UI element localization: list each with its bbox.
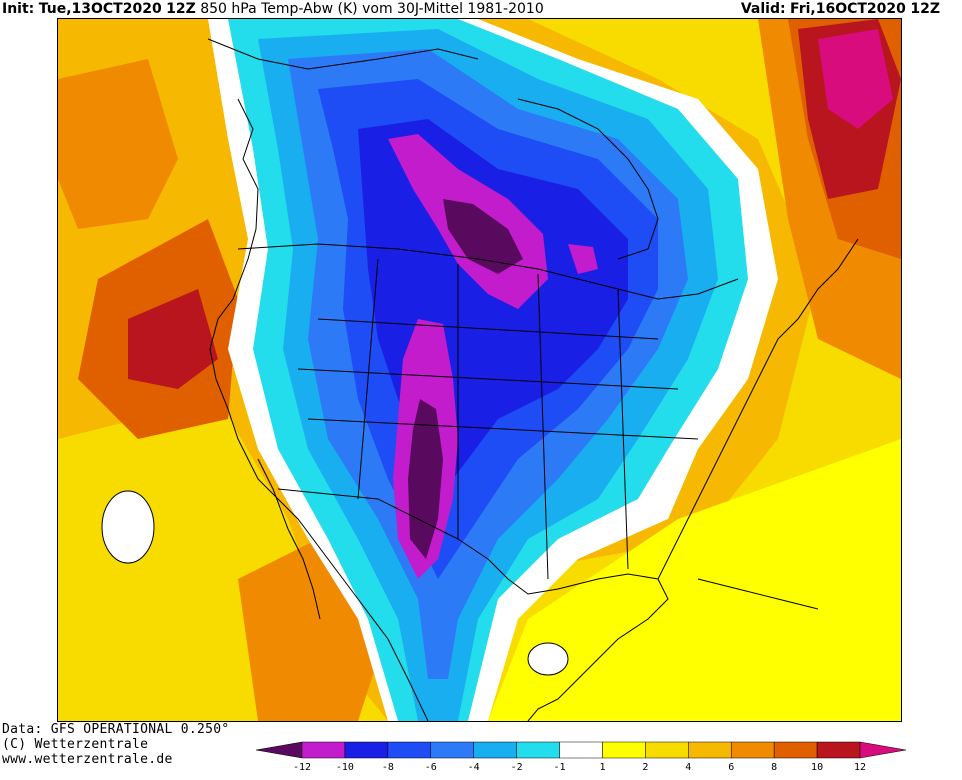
color-legend-svg: -12 -10 -8 -6 -4 -2 -1 1 2 4 6 8 10 12 bbox=[255, 741, 907, 773]
field-neutral-island-1 bbox=[102, 491, 154, 563]
legend-bin bbox=[473, 741, 517, 759]
field-neutral-island-2 bbox=[528, 643, 568, 675]
zero-contour-1 bbox=[101, 490, 155, 564]
legend-bin bbox=[816, 741, 861, 759]
geography-lines bbox=[207, 38, 859, 721]
baja-coastline bbox=[257, 458, 321, 620]
legend-bin bbox=[559, 741, 603, 759]
legend-tick-label: 2 bbox=[642, 762, 648, 773]
legend-tick-label: 12 bbox=[854, 762, 866, 773]
legend-tick-label: -6 bbox=[425, 762, 437, 773]
chart-header: Init: Tue,13OCT2020 12Z 850 hPa Temp-Abw… bbox=[0, 0, 962, 20]
west-coastline bbox=[209, 98, 429, 721]
legend-tick-label: -12 bbox=[293, 762, 311, 773]
anomaly-map-svg bbox=[58, 19, 901, 721]
color-legend: -12 -10 -8 -6 -4 -2 -1 1 2 4 6 8 10 12 bbox=[255, 740, 956, 776]
init-label: Init: bbox=[2, 1, 35, 17]
legend-bin bbox=[730, 741, 775, 759]
field-purple-north bbox=[443, 199, 523, 274]
legend-tick-label: -2 bbox=[511, 762, 523, 773]
field-orange-nw bbox=[58, 59, 178, 229]
legend-bin bbox=[430, 741, 474, 759]
legend-bin bbox=[773, 741, 818, 759]
legend-bin bbox=[301, 741, 346, 759]
init-time: Init: Tue,13OCT2020 12Z 850 hPa Temp-Abw… bbox=[2, 0, 544, 18]
init-date: Tue,13OCT2020 bbox=[38, 1, 162, 17]
field-violet-lakes bbox=[568, 244, 598, 274]
legend-bin bbox=[859, 741, 907, 759]
field-purple-rockies bbox=[408, 399, 443, 559]
field-yellow-light bbox=[488, 439, 901, 721]
state-line-1 bbox=[317, 318, 659, 340]
legend-tick-label: -10 bbox=[336, 762, 354, 773]
legend-tick-label: 8 bbox=[771, 762, 777, 773]
legend-bin bbox=[255, 741, 303, 759]
legend-bin bbox=[516, 741, 560, 759]
copyright: (C) Wetterzentrale bbox=[2, 737, 149, 752]
valid-hour: 12Z bbox=[910, 1, 940, 17]
state-line-4 bbox=[357, 258, 379, 500]
legend-bin bbox=[688, 741, 732, 759]
gulf-coastline bbox=[487, 558, 669, 721]
atlantic-coastline bbox=[657, 238, 859, 580]
legend-tick-label: 10 bbox=[811, 762, 823, 773]
legend-bin bbox=[645, 741, 689, 759]
data-source: Data: GFS OPERATIONAL 0.250° bbox=[2, 722, 230, 737]
state-line-7 bbox=[617, 288, 629, 570]
us-mexico-border bbox=[277, 488, 489, 560]
state-line-6 bbox=[537, 273, 549, 580]
product-title: 850 hPa Temp-Abw (K) vom 30J-Mittel 1981… bbox=[200, 1, 544, 17]
legend-tick-label: 4 bbox=[685, 762, 691, 773]
valid-time: Valid: Fri,16OCT2020 12Z bbox=[741, 0, 940, 18]
website: www.wetterzentrale.de bbox=[2, 752, 173, 767]
legend-tick-label: 6 bbox=[728, 762, 734, 773]
zero-contour-2 bbox=[527, 642, 569, 676]
field-red-pacific bbox=[128, 289, 218, 389]
legend-bin bbox=[602, 741, 646, 759]
valid-date: Fri,16OCT2020 bbox=[790, 1, 906, 17]
state-line-2 bbox=[297, 368, 679, 390]
hudson-bay-coastline bbox=[517, 98, 659, 260]
cuba-outline bbox=[697, 578, 819, 610]
field-orange-south bbox=[238, 539, 378, 721]
legend-bin bbox=[387, 741, 432, 759]
anomaly-map bbox=[57, 18, 902, 722]
arctic-coast bbox=[207, 38, 479, 70]
legend-tick-label: -4 bbox=[468, 762, 480, 773]
valid-label: Valid: bbox=[740, 1, 786, 17]
legend-tick-label: 1 bbox=[599, 762, 605, 773]
init-hour: 12Z bbox=[166, 1, 196, 17]
state-line-3 bbox=[307, 418, 699, 440]
legend-tick-label: -1 bbox=[554, 762, 566, 773]
us-canada-border bbox=[237, 243, 739, 300]
footer-credits: Data: GFS OPERATIONAL 0.250° (C) Wetterz… bbox=[2, 722, 230, 767]
field-magenta-ne bbox=[818, 29, 893, 129]
legend-tick-label: -8 bbox=[382, 762, 394, 773]
legend-bin bbox=[344, 741, 389, 759]
